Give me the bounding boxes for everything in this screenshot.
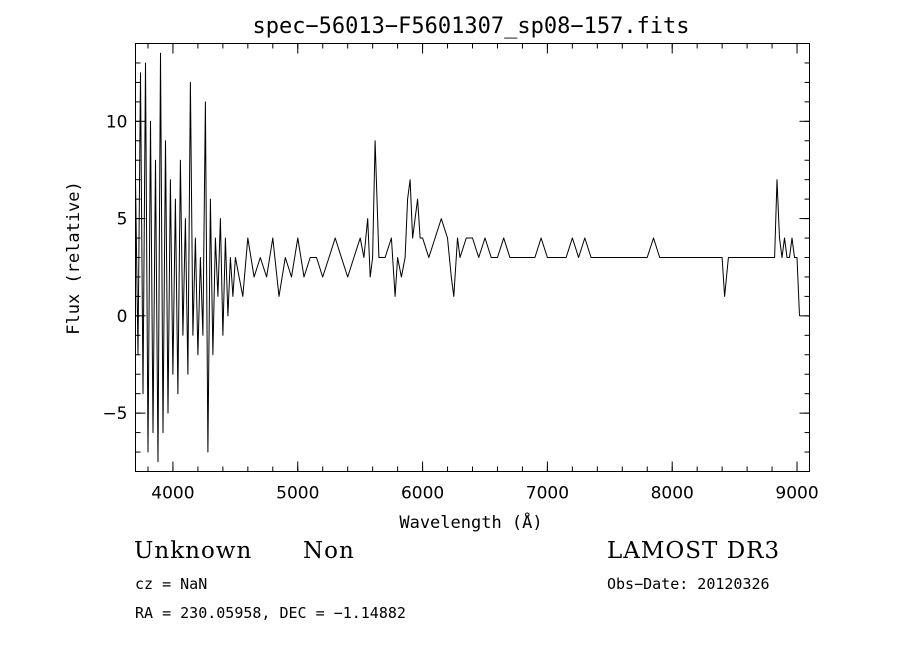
spectrum-line [135, 52, 800, 463]
x-axis-label: Wavelength (Å) [399, 511, 542, 533]
obs-date: Obs−Date: 20120326 [607, 575, 770, 593]
y-tick-label: 10 [106, 112, 128, 132]
y-tick-label: −5 [102, 404, 127, 424]
cz-value: cz = NaN [135, 575, 208, 593]
tick-labels: 4000 5000 6000 7000 8000 9000 −5 0 5 10 [102, 112, 818, 503]
object-subclass: Non [303, 538, 355, 564]
object-class: Unknown [134, 538, 253, 564]
x-tick-label: 4000 [151, 484, 194, 504]
y-tick-label: 5 [117, 210, 128, 230]
x-tick-label: 7000 [526, 484, 569, 504]
x-tick-label: 8000 [651, 484, 694, 504]
survey-label: LAMOST DR3 [607, 538, 781, 564]
x-tick-label: 6000 [401, 484, 444, 504]
y-tick-label: 0 [117, 307, 128, 327]
x-tick-label: 9000 [775, 484, 818, 504]
y-axis-label: Flux (relative) [64, 181, 84, 335]
x-tick-label: 5000 [276, 484, 319, 504]
ra-dec: RA = 230.05958, DEC = −1.14882 [135, 604, 406, 622]
chart-title: spec−56013−F5601307_sp08−157.fits [252, 14, 689, 39]
